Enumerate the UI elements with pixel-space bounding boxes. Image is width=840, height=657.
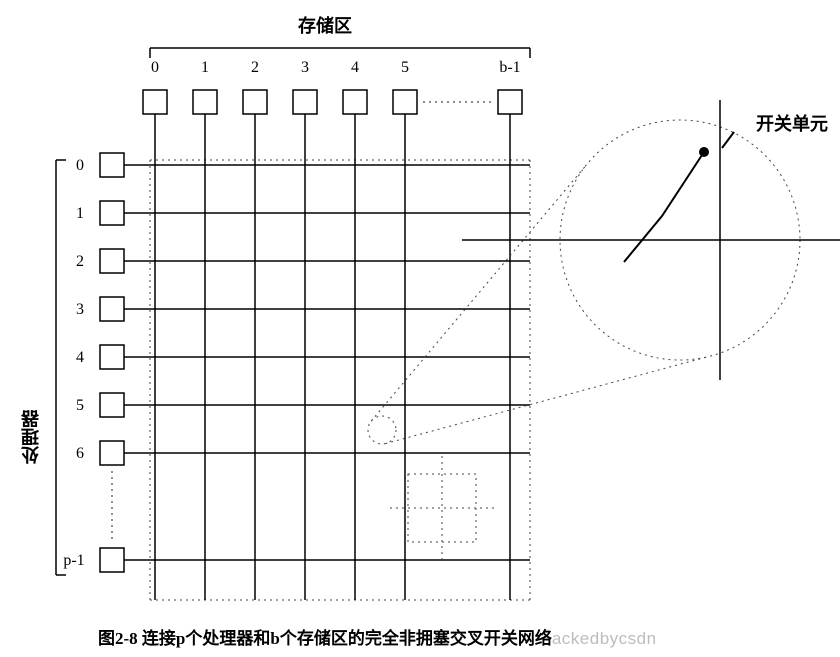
switch-unit-title: 开关单元 bbox=[756, 110, 828, 136]
svg-text:5: 5 bbox=[401, 59, 409, 76]
svg-text:3: 3 bbox=[76, 301, 84, 318]
svg-text:0: 0 bbox=[151, 59, 159, 76]
svg-text:p-1: p-1 bbox=[63, 552, 84, 569]
figure-svg: 0 1 2 3 4 5 b-1 0 1 2 3 4 5 6 p-1 bbox=[0, 0, 840, 657]
svg-text:6: 6 bbox=[76, 445, 84, 462]
svg-text:3: 3 bbox=[301, 59, 309, 76]
svg-text:4: 4 bbox=[351, 59, 359, 76]
processor-title: 处理器 bbox=[18, 410, 44, 464]
svg-text:4: 4 bbox=[76, 349, 84, 366]
caption-text: 图2-8 连接p个处理器和b个存储区的完全非拥塞交叉开关网络 bbox=[98, 629, 552, 648]
svg-text:0: 0 bbox=[76, 157, 84, 174]
svg-text:2: 2 bbox=[251, 59, 259, 76]
watermark-text: ackedbycsdn bbox=[552, 629, 657, 648]
svg-text:1: 1 bbox=[201, 59, 209, 76]
svg-text:2: 2 bbox=[76, 253, 84, 270]
svg-text:1: 1 bbox=[76, 205, 84, 222]
svg-text:b-1: b-1 bbox=[499, 59, 520, 76]
figure-caption: 图2-8 连接p个处理器和b个存储区的完全非拥塞交叉开关网络ackedbycsd… bbox=[98, 624, 657, 649]
figure-root: 0 1 2 3 4 5 b-1 0 1 2 3 4 5 6 p-1 存储区 处理器 开关单元 图2-8 连接… bbox=[0, 0, 840, 657]
svg-text:5: 5 bbox=[76, 397, 84, 414]
storage-title: 存储区 bbox=[298, 12, 352, 38]
